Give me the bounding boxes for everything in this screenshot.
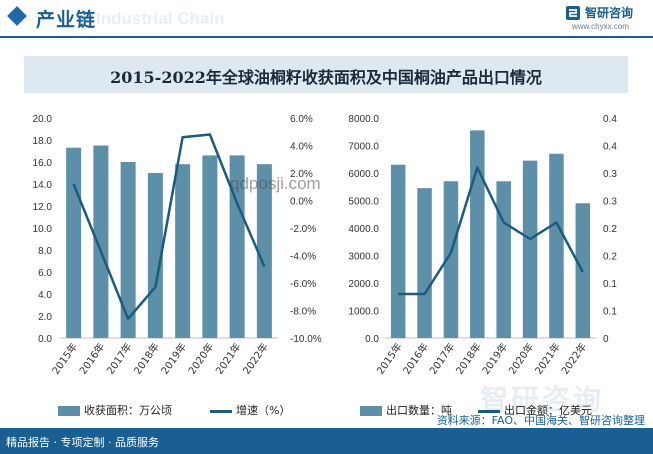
bar [470, 130, 485, 338]
bottom-watermark: 智研咨询 [480, 383, 605, 416]
y-right-tick-label: -8.0% [290, 307, 316, 318]
y-left-tick-label: 2000.0 [348, 279, 379, 290]
x-tick-label: 2022年 [240, 340, 271, 376]
legend-line-swatch [478, 409, 500, 413]
footer-slogan: 精品报告 · 专项定制 · 品质服务 [6, 436, 159, 449]
x-tick-label: 2019年 [158, 340, 189, 376]
x-tick-label: 2022年 [558, 340, 589, 376]
source-note: 资料来源：FAO、中国海关、智研咨询整理 [436, 414, 645, 427]
bar [202, 155, 218, 338]
center-watermark: qdposji.com [230, 174, 321, 193]
bar [175, 164, 191, 338]
y-left-tick-label: 20.0 [33, 114, 53, 125]
x-tick-label: 2020年 [506, 340, 537, 376]
x-tick-label: 2021年 [532, 340, 563, 376]
bar [522, 160, 538, 338]
x-tick-label: 2017年 [426, 340, 457, 376]
x-tick-label: 2015年 [49, 340, 80, 376]
x-tick-label: 2018年 [453, 340, 484, 376]
y-left-tick-label: 8.0 [38, 246, 52, 257]
y-right-tick-label: 0.2 [603, 252, 617, 263]
y-left-tick-label: 18.0 [33, 136, 53, 147]
legend-left-line: 增速（%） [210, 402, 290, 418]
brand-url: www.chyxx.com [572, 22, 629, 31]
y-right-tick-label: -6.0% [290, 279, 316, 290]
y-left-tick-label: 3000.0 [348, 252, 379, 263]
bar [229, 155, 245, 338]
y-right-tick-label: 0.4 [603, 114, 617, 125]
legend-right-bar: 出口数量：吨 [360, 402, 452, 418]
x-tick-label: 2020年 [185, 340, 216, 376]
legend-label: 收获面积：万公顷 [84, 404, 172, 417]
header-watermark: Industrial Chain [96, 9, 225, 28]
bar [390, 164, 406, 338]
header-divider [0, 36, 653, 38]
y-left-tick-label: 0.0 [38, 334, 52, 345]
footer-bar: 精品报告 · 专项定制 · 品质服务 [0, 428, 653, 454]
y-right-tick-label: -4.0% [290, 252, 316, 263]
y-left-tick-label: 0.0 [365, 334, 379, 345]
y-right-tick-label: 0.1 [603, 307, 617, 318]
bar [256, 164, 272, 338]
y-right-tick-label: 0 [603, 334, 609, 345]
section-title: 产业链 [36, 9, 97, 31]
y-right-tick-label: 0.3 [603, 169, 617, 180]
y-left-tick-label: 7000.0 [348, 142, 379, 153]
x-tick-label: 2015年 [374, 340, 405, 376]
bar [417, 188, 432, 338]
y-left-tick-label: 10.0 [33, 224, 53, 235]
y-left-tick-label: 2.0 [38, 312, 52, 323]
y-left-tick-label: 8000.0 [348, 114, 379, 125]
legend-label: 出口金额：亿美元 [504, 404, 592, 417]
bar [120, 162, 136, 338]
legend-bar-swatch [58, 406, 80, 416]
y-right-tick-label: 0.2 [603, 224, 617, 235]
y-left-tick-label: 16.0 [33, 158, 53, 169]
y-right-tick-label: -2.0% [290, 224, 316, 235]
y-right-tick-label: 6.0% [290, 114, 313, 125]
legend-bar-swatch [360, 406, 382, 416]
y-right-tick-label: 0.4 [603, 142, 617, 153]
y-left-tick-label: 1000.0 [348, 307, 379, 318]
series-line [398, 166, 584, 296]
header-bar: 产业链 Industrial Chain 智研咨询 www.chyxx.com [0, 0, 653, 38]
bar [93, 145, 109, 338]
y-right-tick-label: 0.0% [290, 197, 313, 208]
x-tick-label: 2019年 [479, 340, 510, 376]
x-tick-label: 2018年 [131, 340, 162, 376]
y-right-tick-label: -10.0% [290, 334, 322, 345]
bar [496, 181, 511, 338]
y-right-tick-label: 2.0% [290, 169, 313, 180]
brand-logo-icon [566, 6, 580, 20]
bar [147, 173, 163, 338]
bar [443, 181, 459, 338]
brand-name: 智研咨询 [585, 6, 634, 20]
x-tick-label: 2016年 [76, 340, 107, 376]
x-tick-label: 2016年 [400, 340, 431, 376]
y-left-tick-label: 4.0 [38, 290, 52, 301]
chart-title-box: 2015-2022年全球油桐籽收获面积及中国桐油产品出口情况 [24, 56, 628, 93]
y-left-tick-label: 6000.0 [348, 169, 379, 180]
x-tick-label: 2021年 [213, 340, 244, 376]
bar [66, 147, 82, 338]
legend-label: 增速（%） [236, 404, 291, 417]
y-left-tick-label: 6.0 [38, 268, 52, 279]
legend-line-swatch [210, 409, 232, 413]
y-right-tick-label: 0.3 [603, 197, 617, 208]
x-tick-label: 2017年 [104, 340, 135, 376]
series-line [72, 133, 266, 321]
bar [549, 153, 564, 338]
y-left-tick-label: 4000.0 [348, 224, 379, 235]
chart-title: 2015-2022年全球油桐籽收获面积及中国桐油产品出口情况 [110, 68, 542, 87]
legend-label: 出口数量：吨 [386, 404, 452, 417]
y-right-tick-label: 0.1 [603, 279, 617, 290]
y-left-tick-label: 12.0 [33, 202, 53, 213]
legend-right-line: 出口金额：亿美元 [478, 402, 592, 418]
y-right-tick-label: 4.0% [290, 142, 313, 153]
y-left-tick-label: 14.0 [33, 180, 53, 191]
legend-left-bar: 收获面积：万公顷 [58, 402, 172, 418]
y-left-tick-label: 5000.0 [348, 197, 379, 208]
